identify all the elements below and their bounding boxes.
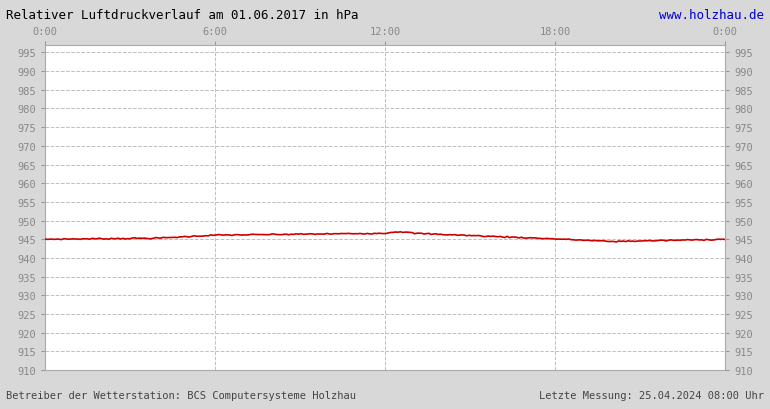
Text: Betreiber der Wetterstation: BCS Computersysteme Holzhau: Betreiber der Wetterstation: BCS Compute… <box>6 390 357 400</box>
Text: www.holzhau.de: www.holzhau.de <box>659 9 764 22</box>
Text: Relativer Luftdruckverlauf am 01.06.2017 in hPa: Relativer Luftdruckverlauf am 01.06.2017… <box>6 9 359 22</box>
Text: Letzte Messung: 25.04.2024 08:00 Uhr: Letzte Messung: 25.04.2024 08:00 Uhr <box>539 390 764 400</box>
